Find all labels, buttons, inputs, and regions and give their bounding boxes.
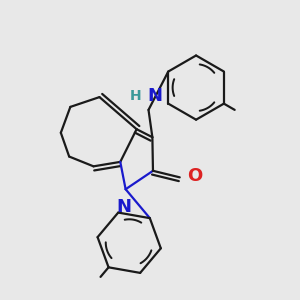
Text: N: N: [117, 198, 132, 216]
Text: N: N: [147, 87, 162, 105]
Text: H: H: [130, 89, 141, 103]
Text: O: O: [187, 167, 202, 185]
